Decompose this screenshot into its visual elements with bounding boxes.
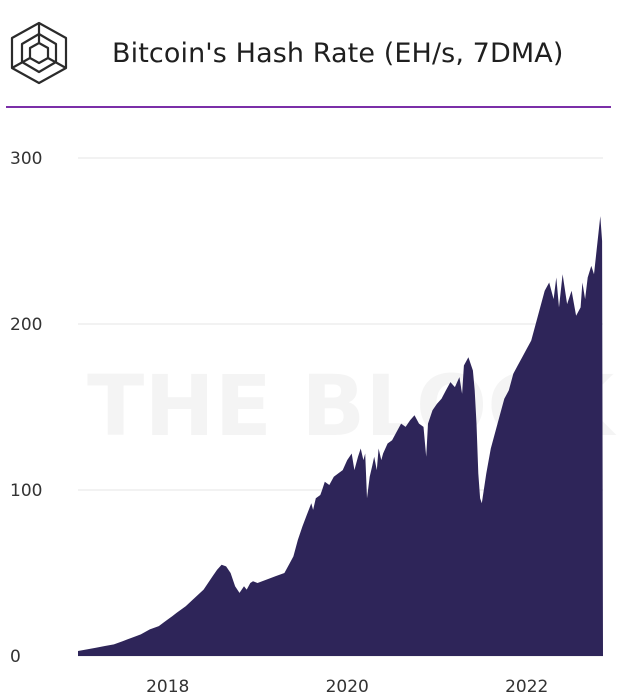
x-tick-label: 2022 [505,677,548,697]
y-tick-label: 300 [10,149,42,169]
hash-rate-area [78,216,603,656]
y-tick-label: 0 [10,647,21,667]
x-axis-labels: 2018 2020 2022 [146,677,548,697]
chart-header: Bitcoin's Hash Rate (EH/s, 7DMA) [0,0,617,110]
y-tick-label: 200 [10,315,42,335]
chart-title: Bitcoin's Hash Rate (EH/s, 7DMA) [112,38,564,69]
x-tick-label: 2020 [326,677,369,697]
x-tick-label: 2018 [146,677,189,697]
the-block-cube-logo-icon [10,21,68,85]
y-axis-labels: 0 100 200 300 [10,149,42,667]
y-tick-label: 100 [10,481,42,501]
header-divider [6,106,611,108]
